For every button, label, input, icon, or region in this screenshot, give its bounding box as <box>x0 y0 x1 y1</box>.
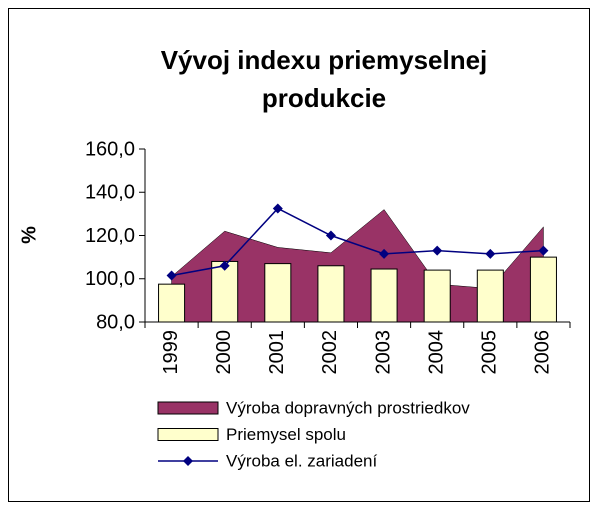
bar <box>317 265 345 323</box>
legend-label: Priemysel spolu <box>226 425 346 444</box>
x-tick-label: 2002 <box>319 330 341 375</box>
y-tick-label: 80,0 <box>96 311 135 333</box>
x-tick-label: 1999 <box>160 330 182 375</box>
marker <box>272 203 283 214</box>
line <box>171 207 544 277</box>
y-tick-label: 140,0 <box>85 182 135 204</box>
bar <box>529 256 557 323</box>
y-tick-label: 120,0 <box>85 225 135 247</box>
marker <box>432 245 443 256</box>
bar <box>264 263 292 323</box>
marker <box>379 248 390 259</box>
bar <box>476 269 504 323</box>
x-tick-label: 2005 <box>479 330 501 375</box>
y-tick-label: 100,0 <box>85 268 135 290</box>
x-tick-label: 2004 <box>425 330 447 375</box>
marker <box>485 248 496 259</box>
chart-title: Vývoj indexu priemyselnej <box>161 45 488 75</box>
x-tick-label: 2003 <box>372 330 394 375</box>
bar <box>370 268 398 323</box>
x-tick-label: 2006 <box>532 330 554 375</box>
marker <box>538 245 549 256</box>
legend-label: Výroba el. zariadení <box>226 451 377 470</box>
legend-label: Výroba dopravných prostriedkov <box>226 398 470 417</box>
marker <box>219 260 230 271</box>
marker <box>325 230 336 241</box>
legend-swatch <box>157 401 219 415</box>
y-tick-label: 160,0 <box>85 138 135 160</box>
x-tick-label: 2000 <box>213 330 235 375</box>
legend-marker <box>183 456 193 466</box>
chart-title: produkcie <box>262 83 386 113</box>
marker <box>166 270 177 281</box>
bar <box>423 269 451 323</box>
x-tick-label: 2001 <box>266 330 288 375</box>
legend-swatch <box>157 428 219 441</box>
y-axis-label: % <box>18 226 40 244</box>
bar <box>158 283 186 323</box>
